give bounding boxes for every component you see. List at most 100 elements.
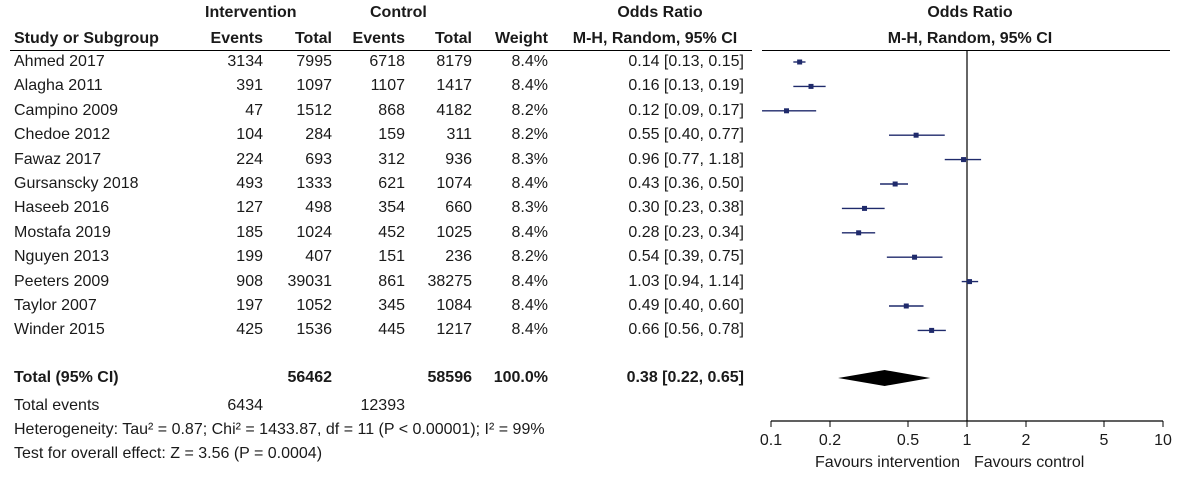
total-control-cell: 936 [445,150,472,168]
intervention-header: Intervention [205,4,297,21]
events-control: 6718 [369,53,405,70]
study-name: Mostafa 2019 [14,223,111,241]
ci-cell: 0.16 [0.13, 0.19] [628,77,744,95]
column-total-intervention: Total [294,30,332,47]
weight-cell: 8.3% [511,199,548,217]
total-control-cell: 236 [445,248,472,266]
total-control-cell: 1084 [436,297,472,314]
total-events-control: 12393 [360,397,406,414]
events-intervention: 104 [236,126,263,144]
events-intervention: 127 [236,199,263,217]
column-weight: Weight [494,30,548,47]
study-name: Winder 2015 [14,321,105,339]
ci-cell: 0.96 [0.77, 1.18] [628,150,744,168]
point-estimate [903,303,909,309]
weight-cell: 8.4% [511,272,548,290]
events-intervention: 224 [236,150,263,168]
total-ci: 0.38 [0.22, 0.65] [626,369,744,386]
total-events-intervention: 6434 [227,397,263,414]
study-name: Haseeb 2016 [14,199,110,217]
column-total-control: Total [434,30,472,47]
ci-cell: 0.28 [0.23, 0.34] [628,223,744,241]
study-name: Ahmed 2017 [14,53,105,70]
plot-method: M-H, Random, 95% CI [887,30,1053,47]
point-estimate [913,132,919,138]
events-control: 159 [378,126,405,144]
favours-intervention-label: Favours intervention [815,454,960,471]
events-intervention: 3134 [227,53,263,70]
weight-cell: 8.2% [511,248,548,266]
events-control: 445 [378,321,405,339]
heterogeneity-text: Heterogeneity: Tau² = 0.87; Chi² = 1433.… [14,421,545,438]
weight-cell: 8.2% [511,126,548,144]
ci-cell: 0.30 [0.23, 0.38] [628,199,744,217]
point-estimate [808,83,814,89]
total-control-cell: 38275 [427,272,473,290]
events-intervention: 47 [245,101,263,119]
ci-cell: 0.12 [0.09, 0.17] [628,101,744,119]
events-control: 861 [378,272,405,290]
point-estimate [784,108,790,114]
study-name: Chedoe 2012 [14,126,111,144]
control-header: Control [370,4,427,21]
ci-cell: 0.55 [0.40, 0.77] [628,126,744,144]
events-intervention: 493 [236,175,263,192]
total-intervention-cell: 7995 [296,53,332,70]
pooled-diamond [838,370,931,386]
events-control: 452 [378,223,405,241]
odds-ratio-header: Odds Ratio [617,4,703,21]
ci-cell: 0.14 [0.13, 0.15] [628,53,744,70]
ci-cell: 0.54 [0.39, 0.75] [628,248,744,266]
point-estimate [797,59,803,65]
weight-cell: 8.4% [511,77,548,95]
point-estimate [856,230,862,236]
x-tick-label: 10 [1154,432,1172,449]
events-control: 345 [378,297,405,314]
point-estimate [961,157,967,163]
plot-title: Odds Ratio [927,4,1013,21]
events-control: 354 [378,199,405,217]
events-intervention: 197 [236,297,263,314]
study-name: Campino 2009 [14,101,119,119]
x-tick-label: 2 [1022,432,1031,449]
total-control-cell: 1217 [436,321,472,339]
events-control: 621 [378,175,405,192]
column-events-control: Events [352,30,405,47]
total-intervention-cell: 1333 [296,175,332,192]
total-intervention-cell: 498 [305,199,332,217]
total-intervention-cell: 1536 [296,321,332,339]
events-control: 312 [378,150,405,168]
events-control: 151 [378,248,405,266]
study-name: Taylor 2007 [14,297,97,314]
point-estimate [912,254,918,260]
events-control: 868 [378,101,405,119]
total-control-cell: 1025 [436,223,472,241]
column-study: Study or Subgroup [14,30,159,47]
total-intervention-cell: 1052 [296,297,332,314]
weight-cell: 8.2% [511,101,548,119]
total-intervention: 56462 [287,369,333,386]
ci-cell: 1.03 [0.94, 1.14] [628,272,744,290]
weight-cell: 8.4% [511,297,548,314]
x-tick-label: 1 [963,432,972,449]
total-intervention-cell: 1097 [296,77,332,95]
events-intervention: 199 [236,248,263,266]
column-events-intervention: Events [210,30,263,47]
point-estimate [967,279,973,285]
events-control: 1107 [370,77,405,95]
study-name: Nguyen 2013 [14,248,110,266]
events-intervention: 391 [236,77,263,95]
study-name: Alagha 2011 [14,77,103,95]
total-control-cell: 1074 [436,175,472,192]
events-intervention: 185 [236,223,263,241]
total-control-cell: 660 [445,199,472,217]
weight-cell: 8.3% [511,150,548,168]
x-tick-label: 0.5 [897,432,919,449]
total-events-label: Total events [14,397,100,414]
events-intervention: 425 [236,321,263,339]
point-estimate [929,327,935,333]
weight-cell: 8.4% [511,321,548,339]
study-name: Gursanscky 2018 [14,175,139,192]
study-name: Fawaz 2017 [14,150,102,168]
